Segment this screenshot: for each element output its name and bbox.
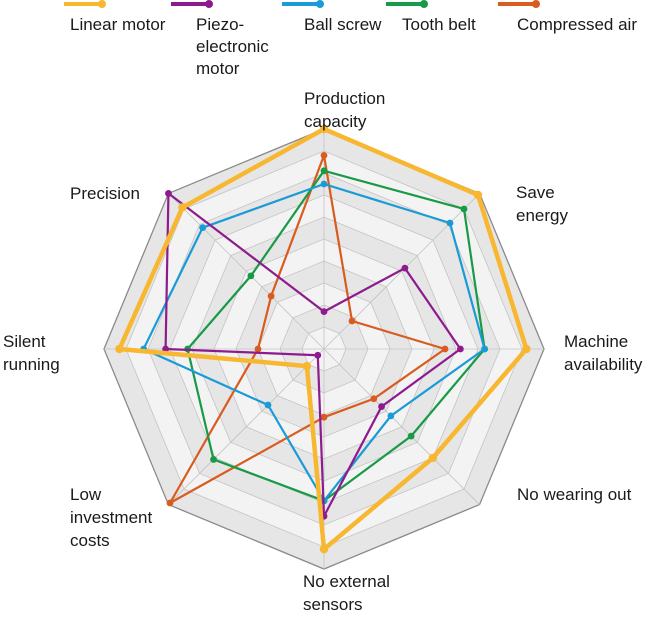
- data-point: [370, 395, 378, 403]
- data-point: [314, 351, 322, 359]
- data-point: [178, 203, 187, 212]
- axis-label: Machine availability: [564, 332, 643, 374]
- data-point: [320, 180, 328, 188]
- series-linear-motor: [115, 124, 531, 554]
- axis-label: Production capacity: [304, 89, 385, 131]
- data-point: [115, 344, 124, 354]
- legend-swatch: [64, 0, 106, 8]
- data-point: [457, 345, 464, 353]
- data-point: [267, 292, 275, 300]
- axis-spoke: [168, 193, 325, 350]
- data-point: [319, 545, 329, 554]
- axis-label: Silent running: [3, 332, 60, 374]
- data-point: [401, 264, 409, 272]
- data-point: [378, 403, 385, 410]
- data-point: [348, 317, 356, 325]
- legend-swatch: [498, 0, 540, 8]
- data-point: [320, 167, 328, 175]
- axis-labels: Production capacity Save energy Machine avail…: [3, 89, 643, 614]
- axis-label: Save energy: [516, 183, 568, 225]
- data-point: [165, 190, 172, 197]
- axis-label: Precision: [70, 184, 140, 203]
- data-point: [264, 401, 272, 409]
- data-point: [522, 344, 531, 354]
- legend-label: Piezo-electronic motor: [196, 15, 269, 78]
- legend-label: Tooth belt: [402, 15, 476, 34]
- legend-swatch: [282, 0, 324, 8]
- data-point: [320, 413, 328, 421]
- data-point: [254, 345, 262, 353]
- data-point: [320, 152, 328, 159]
- data-point: [446, 219, 454, 227]
- legend-label: Ball screw: [304, 15, 382, 34]
- axis-label: Low investment costs: [70, 485, 152, 550]
- axis-spoke: [168, 348, 325, 505]
- data-point: [481, 345, 488, 353]
- data-point: [302, 361, 312, 371]
- series-layer: [115, 124, 531, 554]
- axis-label: No wearing out: [517, 485, 632, 504]
- axis-label: No external sensors: [303, 572, 390, 614]
- data-point: [460, 205, 468, 213]
- data-point: [210, 456, 217, 463]
- data-point: [162, 345, 170, 353]
- data-point: [441, 345, 449, 353]
- data-point: [199, 224, 207, 232]
- legend-swatch: [386, 0, 428, 8]
- data-point: [166, 499, 174, 507]
- data-point: [319, 124, 329, 134]
- data-point: [407, 432, 415, 440]
- legend-label: Linear motor: [70, 15, 166, 34]
- series-compressed-air: [166, 152, 449, 507]
- data-point: [473, 190, 483, 200]
- data-point: [428, 453, 438, 463]
- legend-swatch: [171, 0, 213, 8]
- data-point: [387, 412, 395, 420]
- data-point: [247, 272, 255, 280]
- data-point: [320, 308, 328, 315]
- axis-spoke: [323, 348, 480, 505]
- legend-label: Compressed air: [517, 15, 637, 34]
